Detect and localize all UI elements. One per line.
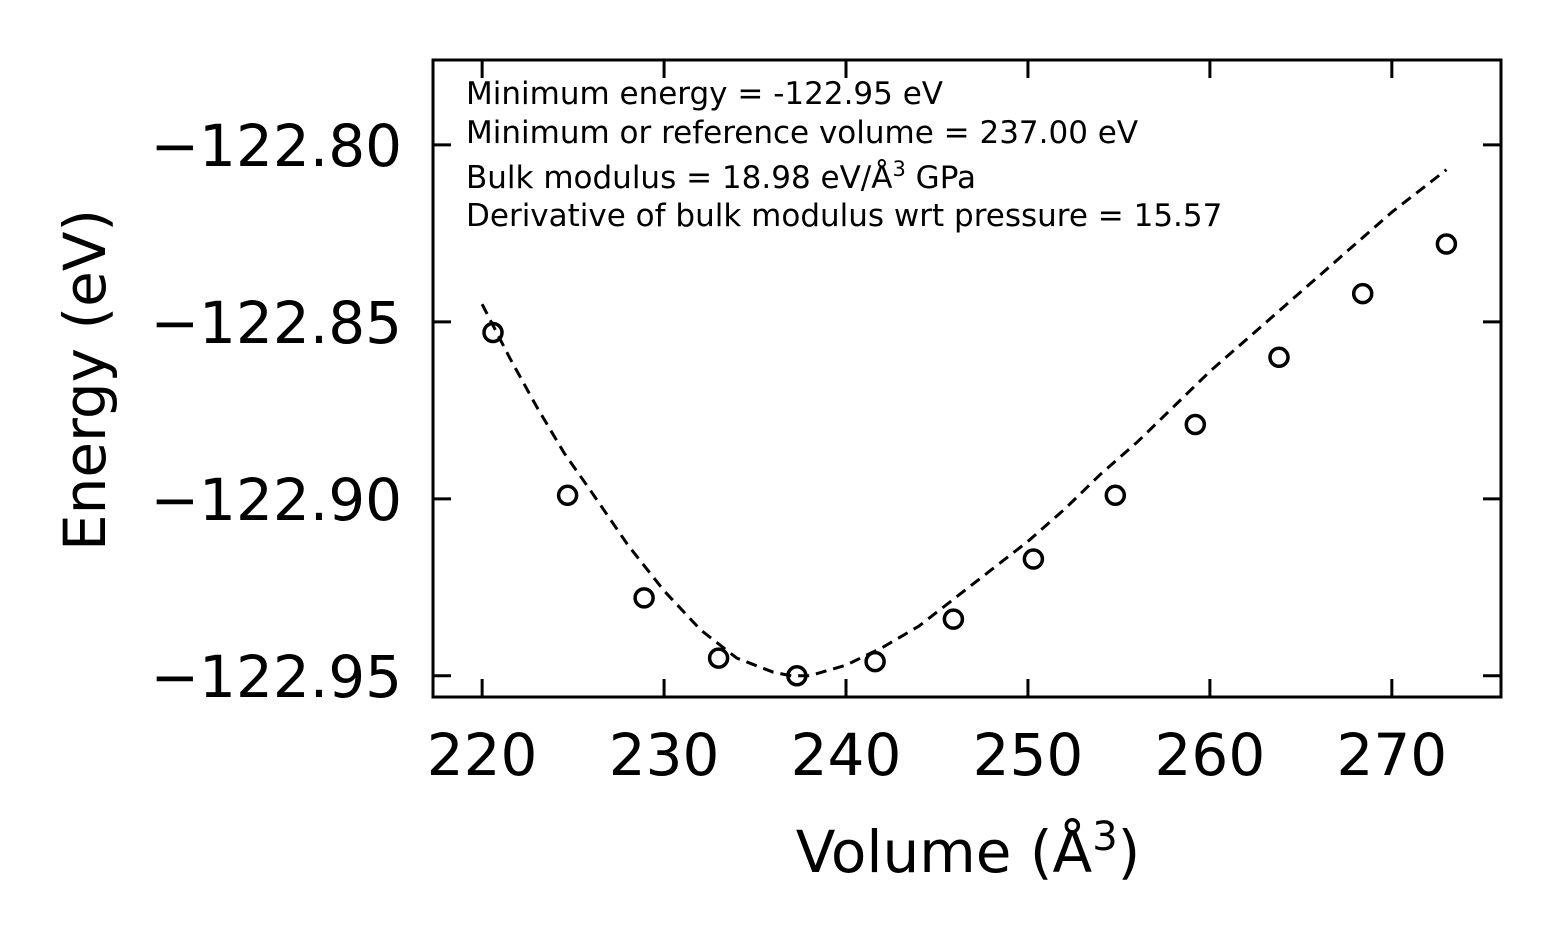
data-point — [942, 608, 965, 630]
data-point — [864, 650, 886, 673]
y-tick-label: −122.80 — [150, 112, 402, 180]
data-point — [1022, 548, 1045, 570]
plot-frame — [431, 58, 1503, 699]
x-axis-title-sup: 3 — [1092, 814, 1117, 860]
axis-ticks: 220 230 240 250 260 270 −122.80 −122.85 −122.90 −… — [150, 60, 1501, 789]
y-tick-label: −122.90 — [150, 466, 402, 534]
annotation-ref-volume: Minimum or reference volume = 237.00 eV — [466, 115, 1138, 151]
data-point — [786, 665, 808, 687]
data-point — [633, 587, 655, 609]
data-point — [1435, 233, 1458, 255]
data-point — [1184, 413, 1207, 436]
y-tick-label: −122.95 — [150, 643, 402, 711]
x-tick-label: 240 — [791, 721, 902, 789]
annotation-bulk-modulus: Bulk modulus = 18.98 eV/Å3 GPa — [466, 157, 976, 196]
data-point — [1104, 484, 1127, 507]
x-tick-label: 260 — [1155, 721, 1266, 789]
annotation-block: Minimum energy = -122.95 eV Minimum or r… — [466, 76, 1222, 234]
data-point — [707, 647, 730, 669]
annotation-bulk-modulus-sup: 3 — [892, 157, 905, 181]
y-tick-label: −122.85 — [150, 289, 402, 357]
annotation-bulk-modulus-main: Bulk modulus = 18.98 eV/Å — [466, 160, 892, 196]
annotation-min-energy: Minimum energy = -122.95 eV — [466, 76, 943, 112]
x-axis-title: Volume (Å3) — [796, 814, 1141, 886]
annotation-bulk-modulus-suffix: GPa — [906, 160, 976, 196]
x-tick-label: 250 — [973, 721, 1084, 789]
fit-curve — [480, 168, 1448, 678]
y-axis-title: Energy (eV) — [51, 209, 119, 551]
data-point — [482, 321, 504, 344]
data-point — [1351, 282, 1374, 305]
x-tick-label: 270 — [1336, 721, 1447, 789]
x-tick-label: 230 — [609, 721, 720, 789]
x-axis-title-main: Volume (Å — [796, 817, 1093, 886]
data-point — [556, 484, 579, 507]
plot-area — [431, 58, 1503, 699]
data-point — [1268, 346, 1290, 369]
x-tick-label: 220 — [427, 721, 538, 789]
x-axis-title-end: ) — [1118, 818, 1141, 886]
annotation-bulk-derivative: Derivative of bulk modulus wrt pressure … — [466, 198, 1222, 234]
